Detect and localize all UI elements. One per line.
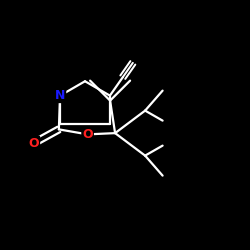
Text: O: O — [82, 128, 93, 141]
Text: N: N — [55, 89, 65, 102]
Text: O: O — [28, 136, 39, 149]
